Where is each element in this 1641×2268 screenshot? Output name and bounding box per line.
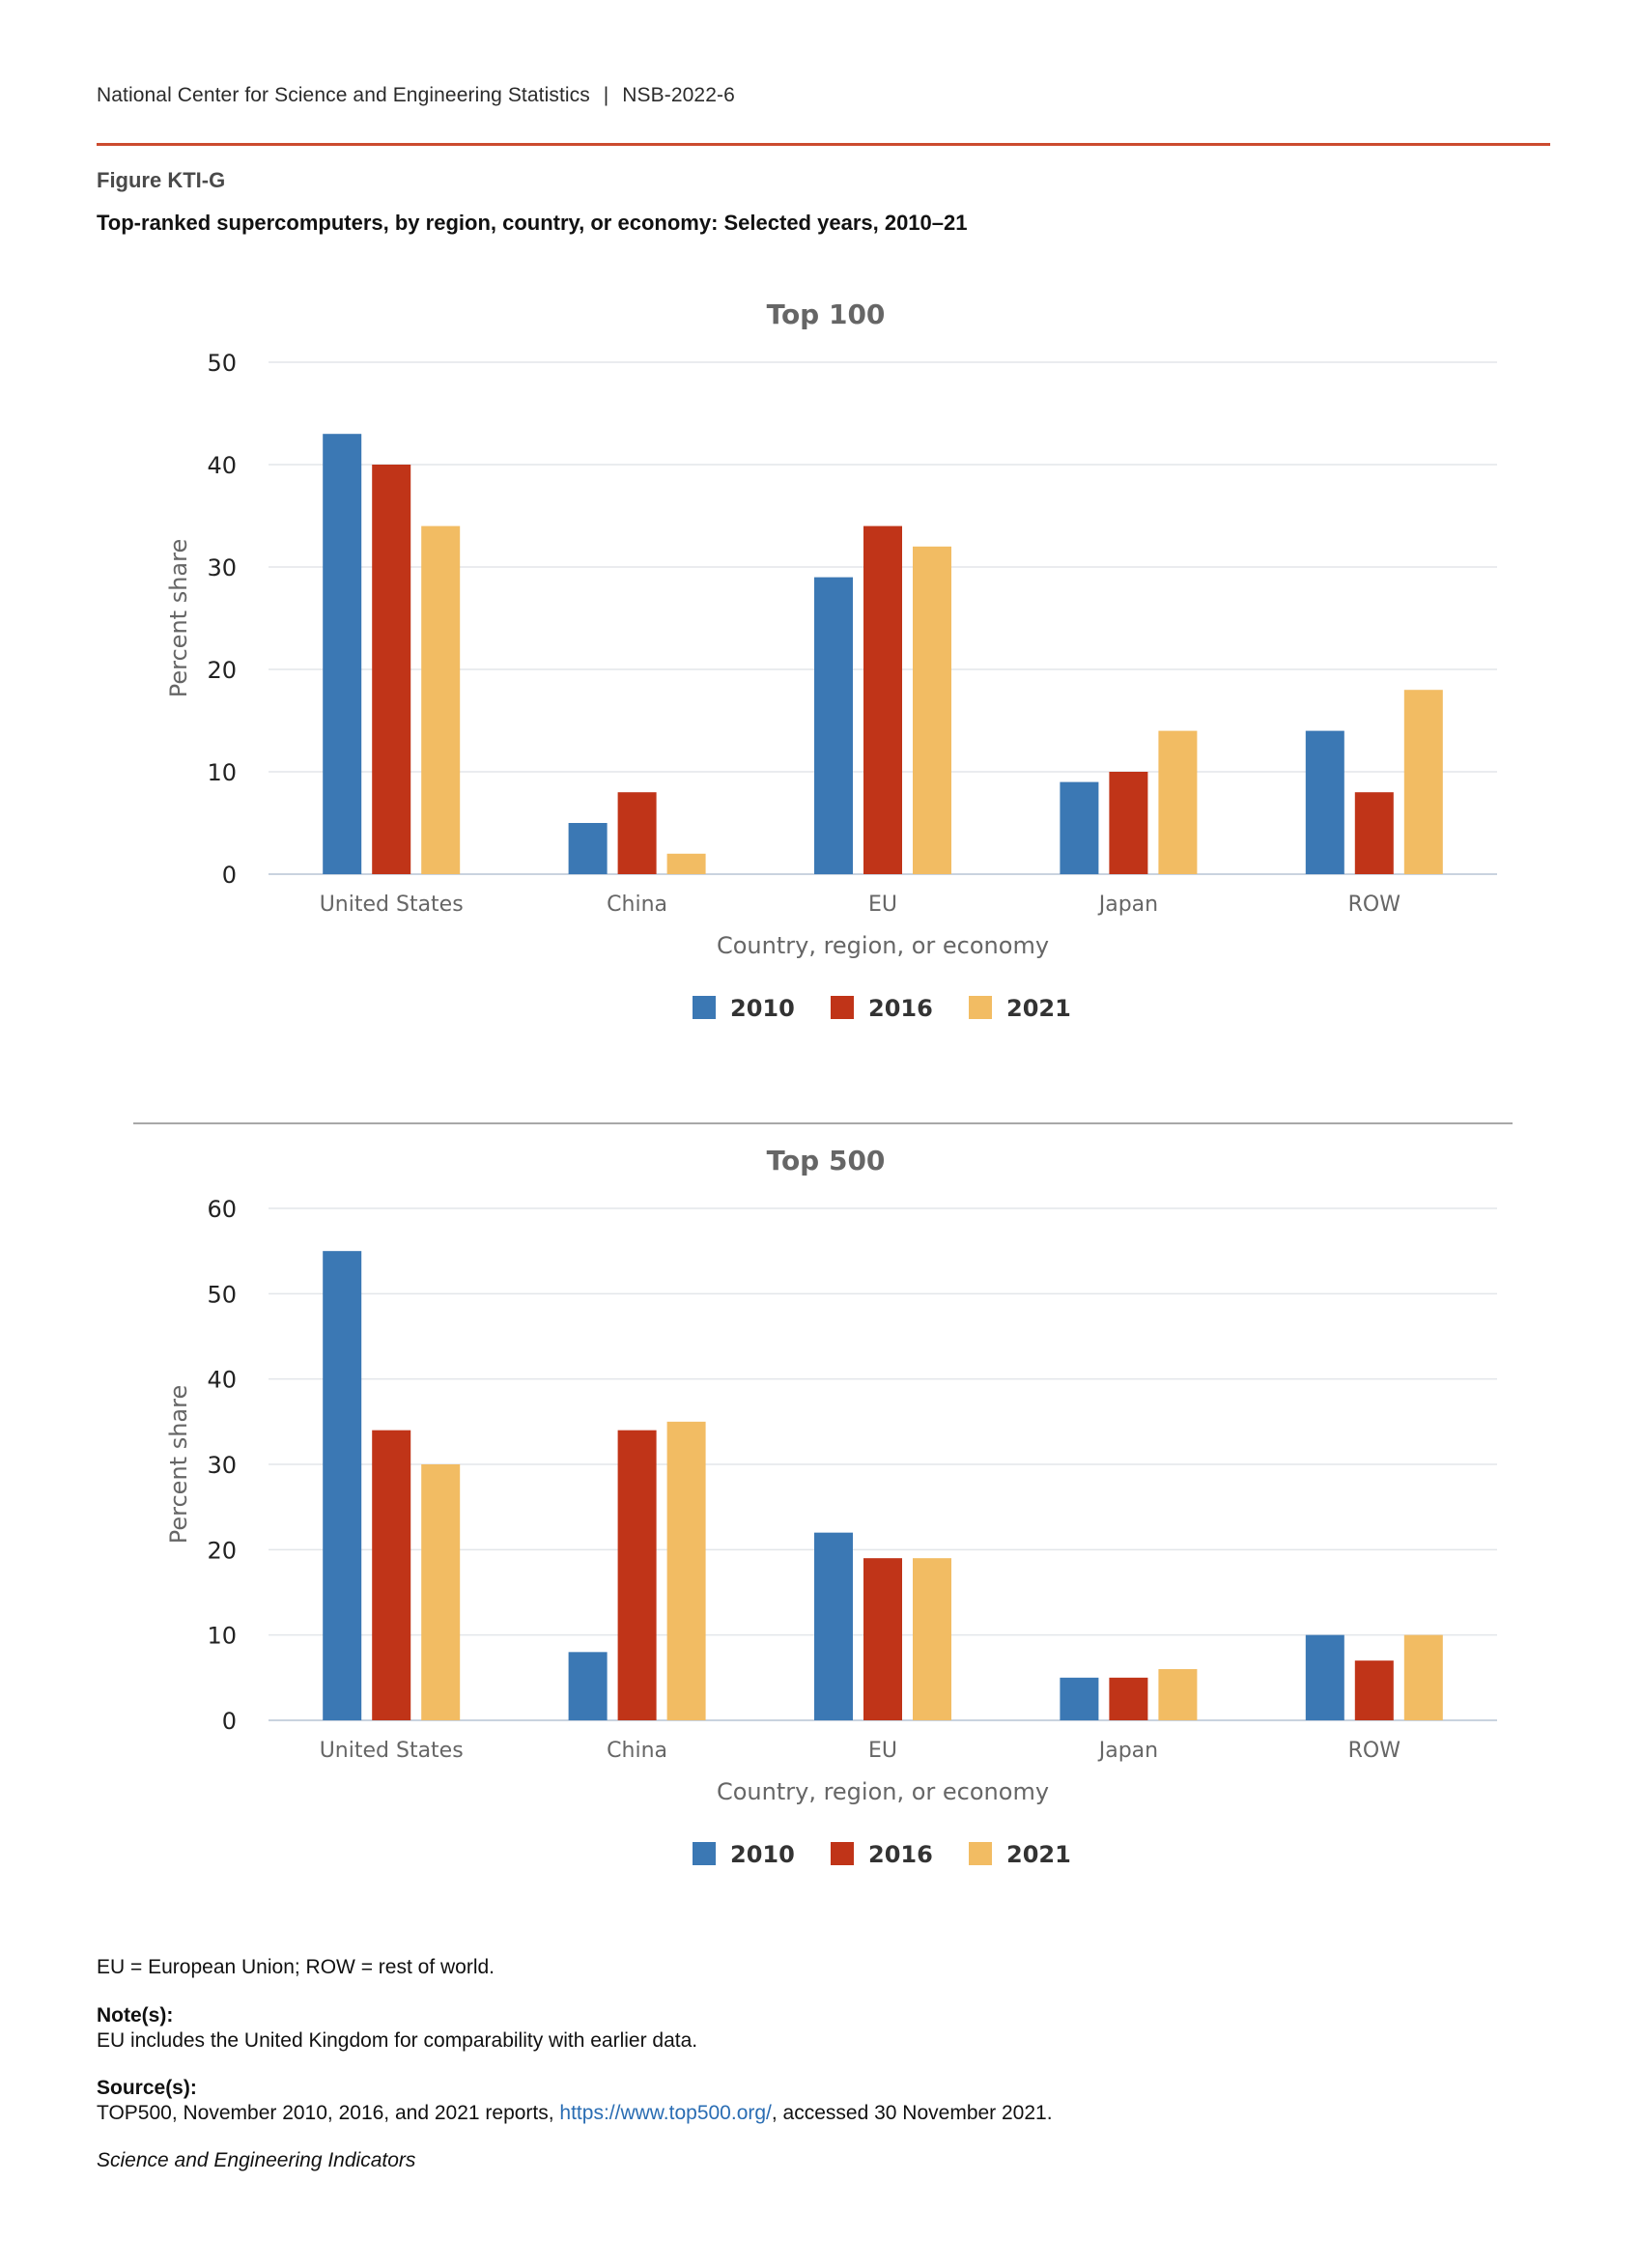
bar-united-states-2016 xyxy=(372,1430,411,1720)
accent-rule xyxy=(97,143,1550,146)
chart-top-500: Top 500 0 10 20 30 40 50 60 Percent share United … xyxy=(0,1126,1641,1868)
bar-china-2010 xyxy=(568,823,608,874)
x-tick-label: EU xyxy=(868,893,897,917)
source-prefix: TOP500, November 2010, 2016, and 2021 re… xyxy=(97,2102,560,2124)
bar-eu-2010 xyxy=(814,1532,853,1720)
bar-japan-2016 xyxy=(1109,772,1148,874)
bar-eu-2021 xyxy=(913,1558,951,1720)
header-separator: | xyxy=(603,84,609,106)
chart-top-100: Top 100 0 10 20 30 40 50 Percent share United St… xyxy=(0,280,1641,1022)
bar-united-states-2016 xyxy=(372,465,411,874)
bar-china-2016 xyxy=(617,792,657,874)
bar-japan-2021 xyxy=(1158,1669,1198,1720)
y-tick-label: 30 xyxy=(207,554,237,581)
legend-swatch-2021 xyxy=(969,996,992,1019)
figure-label: Figure KTI-G xyxy=(97,168,226,192)
bar-row-2021 xyxy=(1403,1634,1443,1720)
legend-label-2010: 2010 xyxy=(730,1841,795,1868)
y-tick-label: 20 xyxy=(207,1537,237,1564)
y-tick-label: 30 xyxy=(207,1452,237,1479)
x-tick-label: EU xyxy=(868,1739,897,1763)
chart-title: Top 500 xyxy=(767,1145,886,1177)
bar-eu-2021 xyxy=(913,546,951,874)
x-axis-title: Country, region, or economy xyxy=(717,1778,1049,1805)
bar-japan-2010 xyxy=(1060,781,1099,874)
figure-title: Top-ranked supercomputers, by region, co… xyxy=(97,211,968,235)
legend-swatch-2010 xyxy=(693,996,716,1019)
x-tick-label: United States xyxy=(320,1739,464,1763)
x-axis-title: Country, region, or economy xyxy=(717,932,1049,959)
y-tick-label: 40 xyxy=(207,452,237,479)
y-tick-label: 0 xyxy=(222,862,237,889)
y-tick-label: 10 xyxy=(207,1623,237,1650)
y-tick-label: 50 xyxy=(207,350,237,377)
report-header: National Center for Science and Engineer… xyxy=(97,84,735,107)
legend-label-2021: 2021 xyxy=(1006,1841,1071,1868)
bar-japan-2021 xyxy=(1158,730,1198,874)
chart-divider xyxy=(133,1122,1513,1124)
note-heading: Note(s): xyxy=(97,2004,173,2027)
legend-swatch-2016 xyxy=(831,1842,854,1865)
abbreviations-text: EU = European Union; ROW = rest of world… xyxy=(97,1956,495,1978)
source-text: TOP500, November 2010, 2016, and 2021 re… xyxy=(97,2102,1053,2125)
bar-china-2021 xyxy=(666,1421,706,1720)
x-tick-label: Japan xyxy=(1097,1739,1158,1763)
publisher-name: National Center for Science and Engineer… xyxy=(97,84,590,106)
y-tick-label: 0 xyxy=(222,1708,237,1735)
legend-label-2016: 2016 xyxy=(868,995,933,1022)
x-tick-label: China xyxy=(607,893,667,917)
bar-row-2010 xyxy=(1305,1634,1344,1720)
x-tick-label: China xyxy=(607,1739,667,1763)
bar-row-2010 xyxy=(1305,730,1344,874)
y-tick-label: 50 xyxy=(207,1281,237,1308)
source-heading: Source(s): xyxy=(97,2077,197,2100)
publication-name: Science and Engineering Indicators xyxy=(97,2149,416,2171)
bar-united-states-2021 xyxy=(421,525,461,874)
bar-china-2010 xyxy=(568,1652,608,1720)
chart-top-100-svg: Top 100 0 10 20 30 40 50 Percent share United St… xyxy=(165,298,1497,1022)
legend-swatch-2021 xyxy=(969,1842,992,1865)
y-axis-title: Percent share xyxy=(165,539,192,697)
bar-row-2016 xyxy=(1354,792,1394,874)
legend-swatch-2010 xyxy=(693,1842,716,1865)
y-tick-label: 60 xyxy=(207,1196,237,1223)
bar-china-2016 xyxy=(617,1430,657,1720)
source-link[interactable]: https://www.top500.org/ xyxy=(559,2102,772,2124)
bar-united-states-2021 xyxy=(421,1464,461,1720)
bar-united-states-2010 xyxy=(323,1251,362,1720)
chart-top-500-svg: Top 500 0 10 20 30 40 50 60 Percent share United … xyxy=(165,1145,1497,1868)
y-axis-title: Percent share xyxy=(165,1385,192,1544)
chart-title: Top 100 xyxy=(767,298,886,330)
bar-row-2016 xyxy=(1354,1660,1394,1720)
source-suffix: , accessed 30 November 2021. xyxy=(771,2102,1053,2124)
bar-united-states-2010 xyxy=(323,434,362,874)
x-tick-label: United States xyxy=(320,893,464,917)
bar-china-2021 xyxy=(666,853,706,874)
y-tick-label: 10 xyxy=(207,759,237,786)
legend-swatch-2016 xyxy=(831,996,854,1019)
bar-row-2021 xyxy=(1403,690,1443,874)
legend-label-2021: 2021 xyxy=(1006,995,1071,1022)
legend-label-2010: 2010 xyxy=(730,995,795,1022)
bar-eu-2016 xyxy=(863,1558,902,1720)
note-text: EU includes the United Kingdom for compa… xyxy=(97,2029,698,2052)
x-tick-label: Japan xyxy=(1097,893,1158,917)
bar-eu-2010 xyxy=(814,577,853,874)
x-tick-label: ROW xyxy=(1348,893,1401,917)
legend-label-2016: 2016 xyxy=(868,1841,933,1868)
bar-eu-2016 xyxy=(863,525,902,874)
x-tick-label: ROW xyxy=(1348,1739,1401,1763)
note-heading-text: Note(s): xyxy=(97,2004,174,2027)
bar-japan-2010 xyxy=(1060,1677,1099,1720)
report-id: NSB-2022-6 xyxy=(622,84,735,106)
y-tick-label: 20 xyxy=(207,657,237,684)
y-tick-label: 40 xyxy=(207,1367,237,1394)
source-heading-text: Source(s): xyxy=(97,2077,197,2099)
bar-japan-2016 xyxy=(1109,1677,1148,1720)
